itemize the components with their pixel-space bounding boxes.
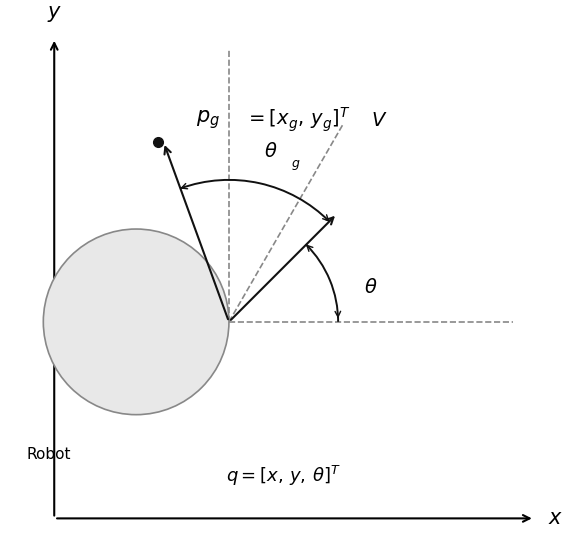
Text: $\theta$: $\theta$ bbox=[364, 278, 377, 297]
Circle shape bbox=[43, 229, 229, 415]
Text: $p_g$: $p_g$ bbox=[196, 108, 220, 131]
Text: $x$: $x$ bbox=[549, 508, 564, 528]
Text: $= \left[x_g,\, y_g\right]^T$: $= \left[x_g,\, y_g\right]^T$ bbox=[245, 105, 350, 134]
Text: $V$: $V$ bbox=[371, 111, 387, 130]
Text: $q = \left[x,\, y,\, \theta\right]^T$: $q = \left[x,\, y,\, \theta\right]^T$ bbox=[226, 464, 341, 488]
Text: $y$: $y$ bbox=[47, 4, 62, 25]
Text: Robot: Robot bbox=[27, 448, 71, 463]
Text: $g$: $g$ bbox=[291, 158, 301, 172]
Text: $\theta$: $\theta$ bbox=[264, 142, 278, 161]
